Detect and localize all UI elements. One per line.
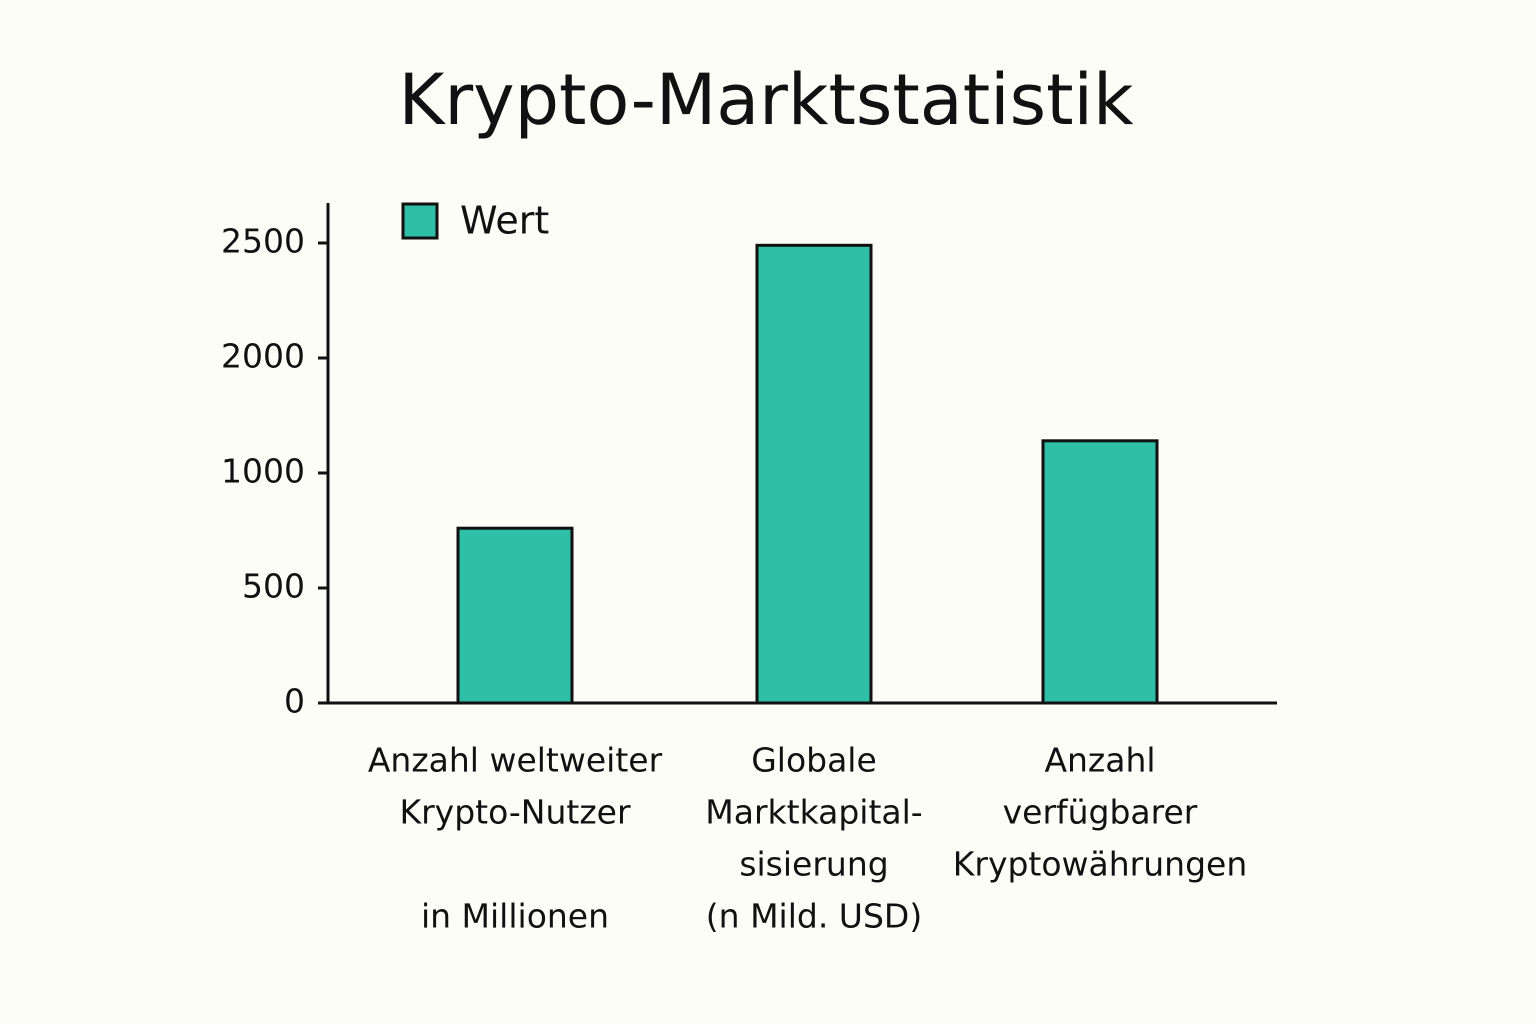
legend-label: Wert (460, 199, 549, 243)
y-tick-label: 1000 (221, 452, 305, 491)
y-tick-label: 500 (242, 567, 305, 606)
x-tick-label: sisierung (739, 845, 888, 884)
y-tick-label: 2000 (221, 337, 305, 376)
legend-swatch (401, 202, 439, 240)
y-tick-label: 2500 (221, 222, 305, 261)
chart-title: Krypto-Marktstatistik (398, 59, 1133, 141)
x-tick-label: Anzahl weltweiter (368, 741, 663, 780)
bar (456, 526, 574, 705)
bar (755, 243, 873, 705)
y-tick-label: 0 (284, 682, 305, 721)
x-tick-label: (n Mild. USD) (706, 897, 922, 936)
x-tick-label: Anzahl (1044, 741, 1155, 780)
x-tick-label: in Millionen (421, 897, 609, 936)
x-tick-label: verfügbarer (1003, 793, 1198, 832)
x-tick-label: Globale (751, 741, 877, 780)
bar (1041, 439, 1159, 705)
x-tick-label: Marktkapital- (705, 793, 922, 832)
x-tick-label: Krypto-Nutzer (399, 793, 630, 832)
x-tick-label: Kryptowährungen (953, 845, 1248, 884)
